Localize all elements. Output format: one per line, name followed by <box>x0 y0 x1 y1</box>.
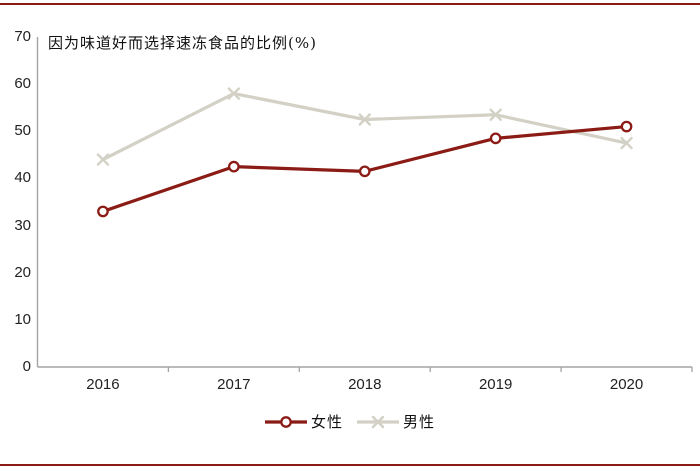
x-axis-tick-label: 2018 <box>348 376 382 393</box>
legend-x-marker-icon <box>357 415 399 429</box>
x-marker-icon <box>96 153 110 166</box>
circle-marker-icon <box>358 165 371 178</box>
y-axis-tick-label: 30 <box>14 216 31 234</box>
circle-marker-icon <box>489 132 502 145</box>
chart-legend: 女性 男性 <box>0 412 700 432</box>
y-axis-tick-label: 20 <box>14 263 31 281</box>
x-marker-icon <box>358 113 371 126</box>
circle-marker-icon <box>228 160 240 173</box>
x-axis-tick-label: 2016 <box>86 376 120 393</box>
x-axis-tick-label: 2017 <box>217 376 251 393</box>
circle-marker-icon <box>97 205 109 218</box>
y-axis-tick-label: 60 <box>14 75 31 93</box>
x-marker-icon <box>227 87 241 100</box>
y-axis-tick-label: 10 <box>14 310 31 328</box>
bottom-border-rule <box>0 464 700 466</box>
y-axis-tick-label: 40 <box>14 169 31 187</box>
legend-label: 男性 <box>403 413 436 431</box>
x-marker-icon <box>489 108 502 121</box>
x-axis-tick-label: 2020 <box>609 376 644 393</box>
circle-marker-icon <box>620 120 633 133</box>
top-border-rule <box>0 3 700 5</box>
y-axis-tick-label: 70 <box>14 28 31 45</box>
y-axis-tick-label: 50 <box>14 122 31 140</box>
legend-label: 女性 <box>310 413 343 431</box>
legend-item-1: 女性 <box>264 412 343 432</box>
x-marker-icon <box>620 136 633 150</box>
chart-title: 因为味道好而选择速冻食品的比例(%) <box>48 34 317 52</box>
legend-circle-marker-icon <box>264 416 307 428</box>
legend-item-2: 男性 <box>357 412 435 432</box>
y-axis-tick-label: 0 <box>22 358 31 375</box>
series-line-x <box>101 91 629 162</box>
x-axis-tick-label: 2019 <box>478 376 513 393</box>
